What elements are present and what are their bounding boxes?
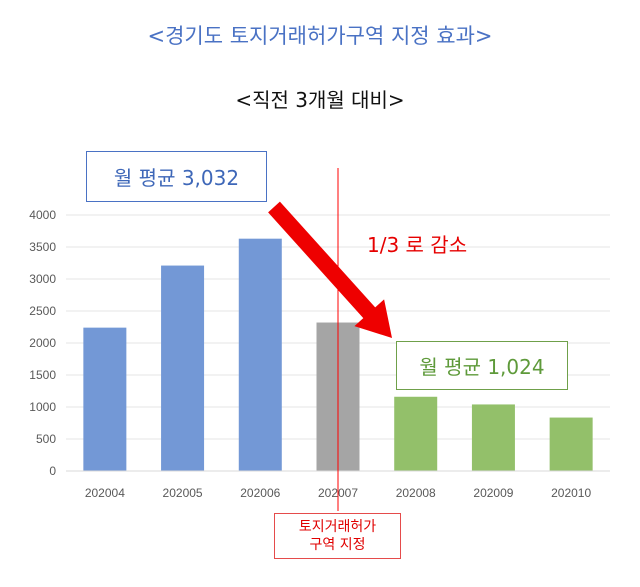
y-tick-label: 1000 xyxy=(29,400,56,414)
x-tick-label: 202004 xyxy=(85,486,125,500)
y-tick-label: 0 xyxy=(49,464,56,478)
reduction-label: 1/3 로 감소 xyxy=(367,233,468,257)
chart-title: <경기도 토지거래허가구역 지정 효과> xyxy=(147,24,493,48)
y-tick-label: 500 xyxy=(36,432,56,446)
x-tick-label: 202008 xyxy=(396,486,436,500)
bar-202008 xyxy=(394,396,438,471)
x-tick-label: 202006 xyxy=(240,486,280,500)
bar-202010 xyxy=(549,417,593,471)
y-tick-label: 3000 xyxy=(29,272,56,286)
y-tick-label: 2000 xyxy=(29,336,56,350)
designation-line-2: 구역 지정 xyxy=(309,537,366,553)
bar-202006 xyxy=(238,238,282,471)
after-average-label: 월 평균 1,024 xyxy=(419,355,545,379)
chart-subtitle: <직전 3개월 대비> xyxy=(235,88,405,112)
y-tick-label: 4000 xyxy=(29,208,56,222)
bar-202005 xyxy=(161,265,205,471)
before-average-label: 월 평균 3,032 xyxy=(113,166,240,190)
y-tick-label: 2500 xyxy=(29,304,56,318)
after-average-box: 월 평균 1,024 xyxy=(396,341,568,390)
y-tick-label: 3500 xyxy=(29,240,56,254)
designation-callout: 토지거래허가 구역 지정 xyxy=(274,513,401,559)
x-tick-label: 202005 xyxy=(163,486,203,500)
decrease-arrow xyxy=(268,201,392,338)
x-tick-label: 202010 xyxy=(551,486,591,500)
before-average-box: 월 평균 3,032 xyxy=(86,151,267,202)
y-tick-label: 1500 xyxy=(29,368,56,382)
arrow-shape xyxy=(268,201,392,338)
bar-202009 xyxy=(471,404,515,471)
x-tick-label: 202009 xyxy=(473,486,513,500)
bar-202004 xyxy=(83,327,127,471)
designation-line-1: 토지거래허가 xyxy=(298,519,377,535)
